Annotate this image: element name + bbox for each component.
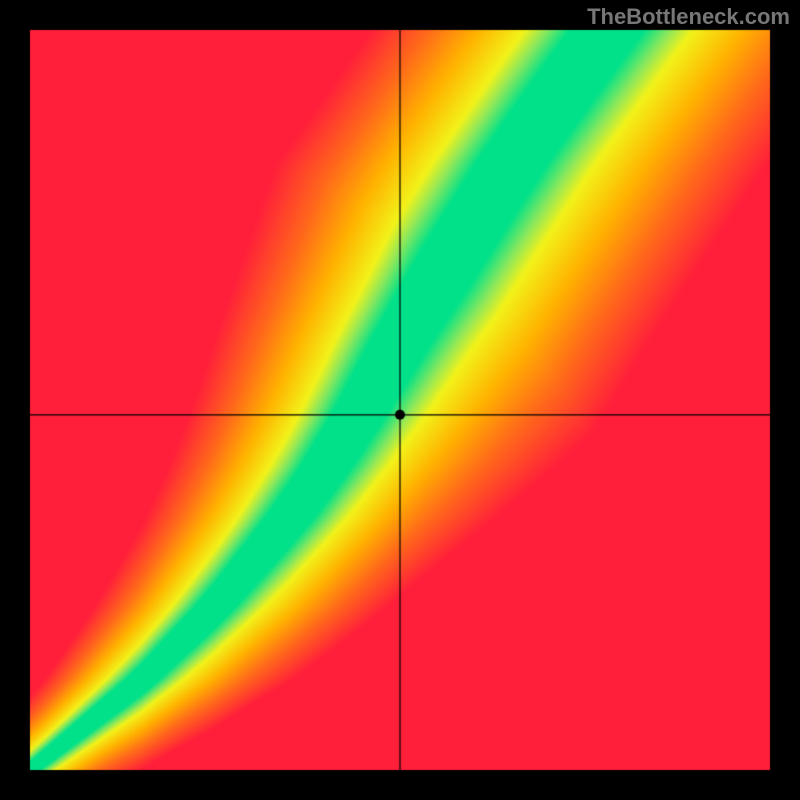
heatmap-canvas xyxy=(0,0,800,800)
watermark-text: TheBottleneck.com xyxy=(587,4,790,30)
chart-container: TheBottleneck.com xyxy=(0,0,800,800)
